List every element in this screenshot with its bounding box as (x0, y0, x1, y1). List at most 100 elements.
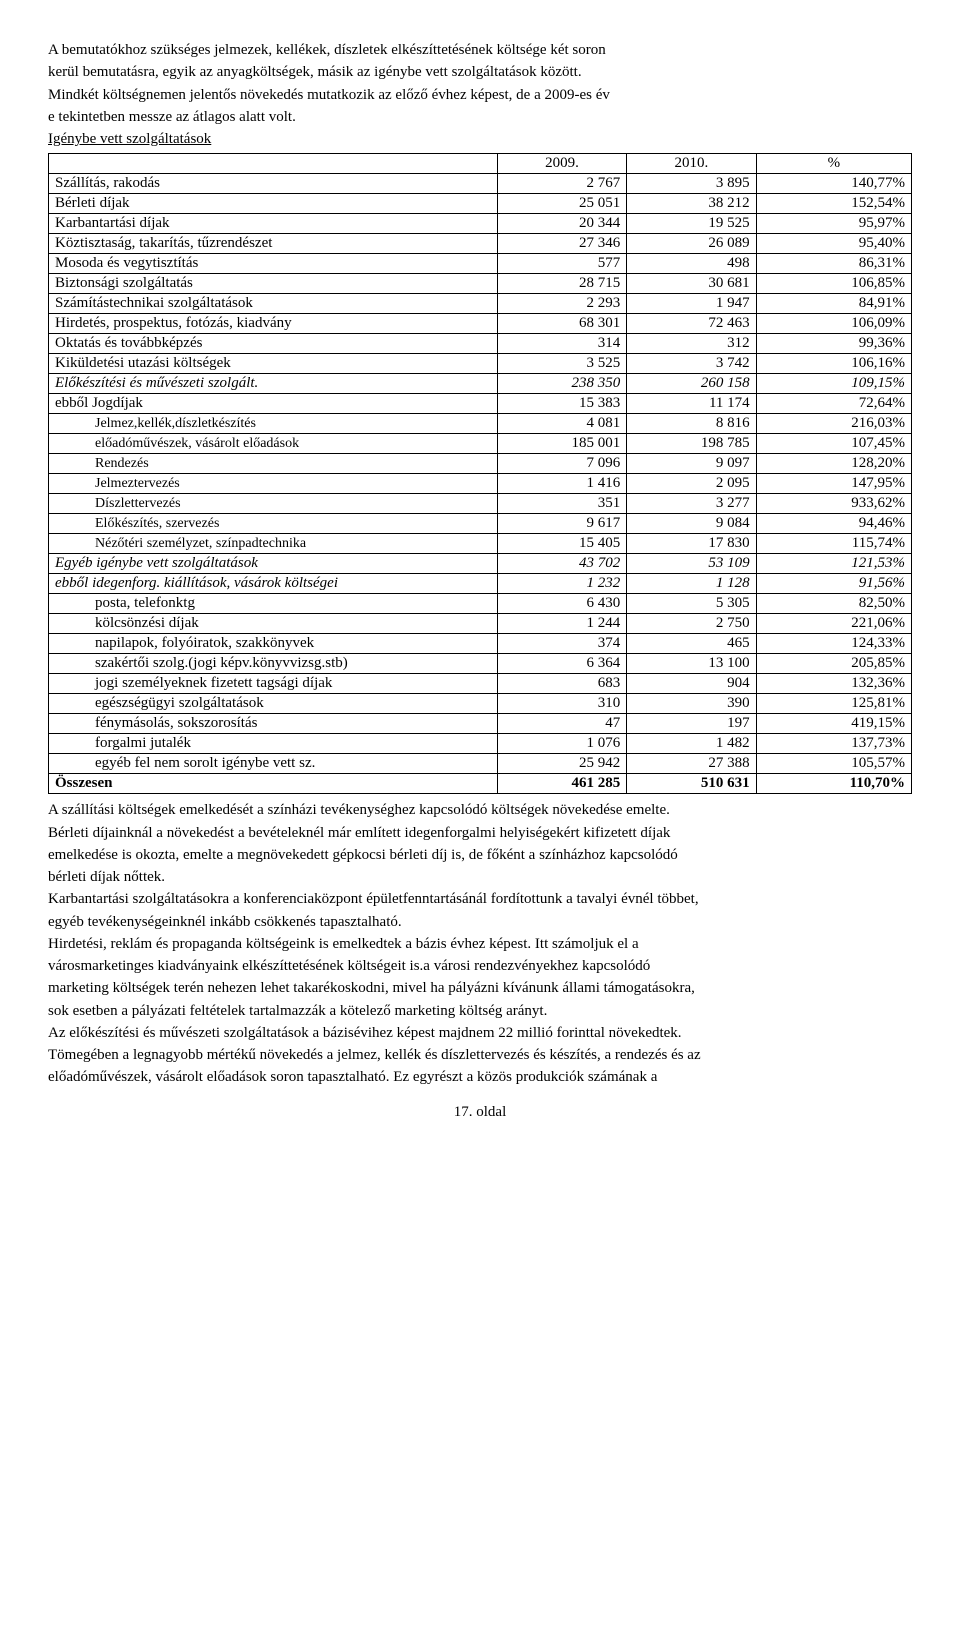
row-value-2010: 198 785 (627, 434, 756, 454)
row-value-2009: 461 285 (497, 774, 626, 794)
outro-line: egyéb tevékenységeinknél inkább csökkené… (48, 912, 912, 932)
section-heading: Igénybe vett szolgáltatások (48, 129, 912, 149)
row-label: napilapok, folyóiratok, szakkönyvek (49, 634, 498, 654)
row-label: Jelmez,kellék,díszletkészítés (49, 414, 498, 434)
row-label: előadóművészek, vásárolt előadások (49, 434, 498, 454)
row-pct: 99,36% (756, 334, 911, 354)
table-header-row: 2009. 2010. % (49, 154, 912, 174)
row-value-2010: 312 (627, 334, 756, 354)
row-value-2009: 185 001 (497, 434, 626, 454)
row-label: Számítástechnikai szolgáltatások (49, 294, 498, 314)
row-value-2010: 3 742 (627, 354, 756, 374)
row-value-2010: 2 750 (627, 614, 756, 634)
table-row: Hirdetés, prospektus, fotózás, kiadvány6… (49, 314, 912, 334)
table-row: Karbantartási díjak20 34419 52595,97% (49, 214, 912, 234)
row-value-2010: 72 463 (627, 314, 756, 334)
row-pct: 221,06% (756, 614, 911, 634)
row-value-2009: 68 301 (497, 314, 626, 334)
row-value-2009: 310 (497, 694, 626, 714)
row-value-2010: 465 (627, 634, 756, 654)
row-pct: 105,57% (756, 754, 911, 774)
row-label: szakértői szolg.(jogi képv.könyvvizsg.st… (49, 654, 498, 674)
row-value-2010: 19 525 (627, 214, 756, 234)
row-value-2010: 3 895 (627, 174, 756, 194)
row-pct: 86,31% (756, 254, 911, 274)
row-value-2009: 374 (497, 634, 626, 654)
table-row: Egyéb igénybe vett szolgáltatások43 7025… (49, 554, 912, 574)
row-pct: 205,85% (756, 654, 911, 674)
intro-line: A bemutatókhoz szükséges jelmezek, kellé… (48, 40, 912, 60)
col-header: 2009. (497, 154, 626, 174)
row-value-2009: 9 617 (497, 514, 626, 534)
row-value-2009: 238 350 (497, 374, 626, 394)
row-value-2009: 15 383 (497, 394, 626, 414)
row-pct: 115,74% (756, 534, 911, 554)
table-row: Rendezés7 0969 097128,20% (49, 454, 912, 474)
table-row: előadóművészek, vásárolt előadások185 00… (49, 434, 912, 454)
row-pct: 106,85% (756, 274, 911, 294)
table-row: Jelmez,kellék,díszletkészítés4 0818 8162… (49, 414, 912, 434)
row-value-2010: 30 681 (627, 274, 756, 294)
row-pct: 132,36% (756, 674, 911, 694)
row-value-2009: 25 942 (497, 754, 626, 774)
col-header (49, 154, 498, 174)
row-label: Karbantartási díjak (49, 214, 498, 234)
row-value-2010: 3 277 (627, 494, 756, 514)
row-label: Előkészítési és művészeti szolgált. (49, 374, 498, 394)
row-label: Biztonsági szolgáltatás (49, 274, 498, 294)
row-value-2009: 43 702 (497, 554, 626, 574)
col-header: 2010. (627, 154, 756, 174)
row-value-2009: 2 767 (497, 174, 626, 194)
outro-line: Karbantartási szolgáltatásokra a konfere… (48, 889, 912, 909)
outro-line: Bérleti díjainknál a növekedést a bevéte… (48, 823, 912, 843)
table-row: Oktatás és továbbképzés31431299,36% (49, 334, 912, 354)
outro-line: sok esetben a pályázati feltételek tarta… (48, 1001, 912, 1021)
table-row: Bérleti díjak25 05138 212152,54% (49, 194, 912, 214)
row-value-2009: 1 416 (497, 474, 626, 494)
table-row: kölcsönzési díjak1 2442 750221,06% (49, 614, 912, 634)
row-value-2009: 3 525 (497, 354, 626, 374)
outro-line: A szállítási költségek emelkedését a szí… (48, 800, 912, 820)
row-pct: 106,16% (756, 354, 911, 374)
row-pct: 124,33% (756, 634, 911, 654)
intro-line: Mindkét költségnemen jelentős növekedés … (48, 85, 912, 105)
row-pct: 107,45% (756, 434, 911, 454)
row-value-2010: 1 947 (627, 294, 756, 314)
row-value-2010: 510 631 (627, 774, 756, 794)
outro-line: előadóművészek, vásárolt előadások soron… (48, 1067, 912, 1087)
row-value-2009: 6 364 (497, 654, 626, 674)
row-value-2009: 683 (497, 674, 626, 694)
outro-line: Tömegében a legnagyobb mértékű növekedés… (48, 1045, 912, 1065)
table-row: Számítástechnikai szolgáltatások2 2931 9… (49, 294, 912, 314)
table-row: forgalmi jutalék1 0761 482137,73% (49, 734, 912, 754)
intro-line: e tekintetben messze az átlagos alatt vo… (48, 107, 912, 127)
row-pct: 106,09% (756, 314, 911, 334)
row-value-2010: 8 816 (627, 414, 756, 434)
row-label: ebből Jogdíjak (49, 394, 498, 414)
row-value-2010: 1 128 (627, 574, 756, 594)
table-row: Nézőtéri személyzet, színpadtechnika15 4… (49, 534, 912, 554)
row-value-2010: 1 482 (627, 734, 756, 754)
table-row: Összesen461 285510 631110,70% (49, 774, 912, 794)
row-value-2009: 25 051 (497, 194, 626, 214)
row-pct: 91,56% (756, 574, 911, 594)
row-pct: 121,53% (756, 554, 911, 574)
row-label: Nézőtéri személyzet, színpadtechnika (49, 534, 498, 554)
row-value-2010: 17 830 (627, 534, 756, 554)
table-row: fénymásolás, sokszorosítás47197419,15% (49, 714, 912, 734)
row-label: Előkészítés, szervezés (49, 514, 498, 534)
row-pct: 933,62% (756, 494, 911, 514)
table-row: posta, telefonktg6 4305 30582,50% (49, 594, 912, 614)
row-pct: 125,81% (756, 694, 911, 714)
row-label: Oktatás és továbbképzés (49, 334, 498, 354)
table-row: ebből Jogdíjak15 38311 17472,64% (49, 394, 912, 414)
row-label: Jelmeztervezés (49, 474, 498, 494)
row-label: egészségügyi szolgáltatások (49, 694, 498, 714)
row-pct: 419,15% (756, 714, 911, 734)
row-value-2010: 53 109 (627, 554, 756, 574)
row-value-2010: 26 089 (627, 234, 756, 254)
row-value-2010: 260 158 (627, 374, 756, 394)
row-label: jogi személyeknek fizetett tagsági díjak (49, 674, 498, 694)
row-value-2009: 314 (497, 334, 626, 354)
row-pct: 95,97% (756, 214, 911, 234)
